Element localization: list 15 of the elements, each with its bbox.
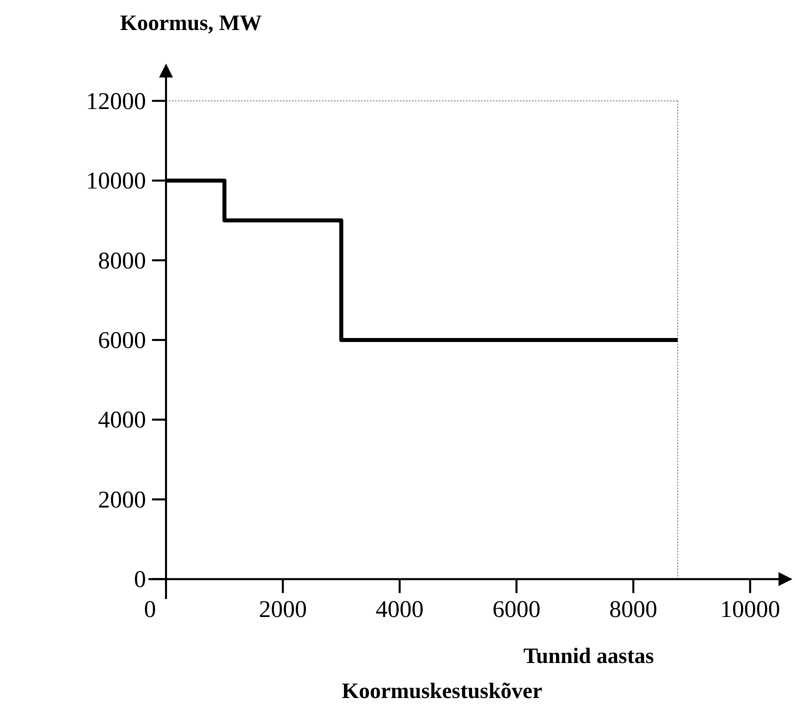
x-tick-label: 2000	[258, 597, 307, 624]
x-axis-title: Tunnid aastas	[523, 643, 654, 668]
y-tick-label: 8000	[98, 248, 146, 274]
y-tick-label: 12000	[86, 88, 146, 115]
x-tick-label: 4000	[376, 597, 424, 624]
y-tick-label: 0	[134, 567, 146, 594]
y-tick-label: 4000	[98, 408, 146, 434]
x-tick-label: 10000	[720, 597, 780, 624]
x-tick-label: 6000	[492, 597, 540, 624]
y-tick-label: 10000	[86, 168, 146, 195]
y-tick-label: 2000	[98, 487, 146, 514]
y-axis-title: Koormus, MW	[120, 10, 262, 35]
x-tick-label: 8000	[609, 597, 658, 624]
text: Koormuskestuskõver	[342, 678, 542, 703]
y-tick-label: 6000	[98, 328, 146, 354]
